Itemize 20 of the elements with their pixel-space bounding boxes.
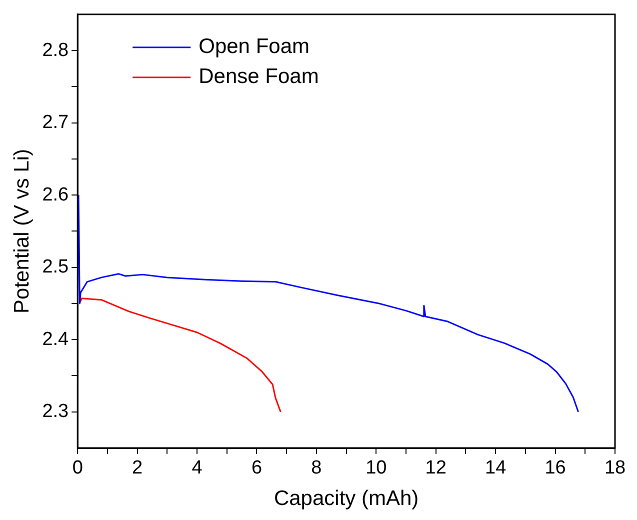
y-tick-label: 2.5 [42, 256, 69, 278]
legend-label: Open Foam [198, 35, 310, 58]
legend-label: Dense Foam [198, 65, 319, 88]
x-tick-label: 6 [251, 458, 262, 479]
x-axis-title: Capacity (mAh) [274, 487, 419, 510]
y-tick-label: 2.6 [42, 184, 69, 206]
x-tick-label: 8 [311, 458, 322, 479]
x-tick-label: 14 [485, 458, 507, 479]
x-tick-label: 2 [132, 458, 143, 479]
y-tick-label: 2.3 [42, 401, 69, 422]
y-tick-label: 2.4 [42, 328, 70, 350]
y-axis-title: Potential (V vs Li) [10, 148, 34, 314]
y-tick-label: 2.8 [42, 40, 69, 61]
x-tick-label: 4 [192, 458, 203, 479]
x-tick-label: 18 [604, 458, 626, 479]
x-tick-label: 16 [544, 458, 566, 479]
x-tick-label: 12 [425, 458, 446, 479]
y-tick-label: 2.7 [42, 112, 69, 134]
x-tick-label: 0 [72, 458, 83, 479]
x-tick-label: 10 [366, 458, 387, 479]
